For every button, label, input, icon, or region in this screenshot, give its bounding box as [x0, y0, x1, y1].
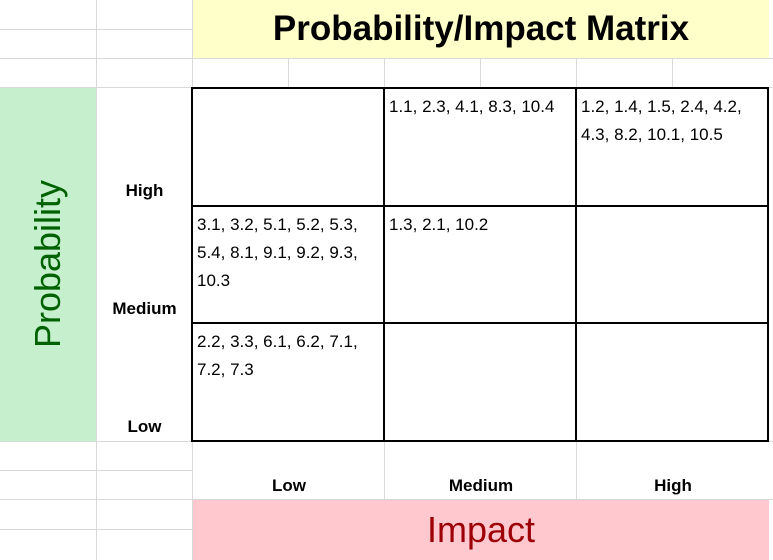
probability-axis-label: Probability	[27, 179, 68, 349]
col-label-medium: Medium	[448, 476, 514, 495]
cell-high-prob-medium-impact[interactable]: 1.1, 2.3, 4.1, 8.3, 10.4	[385, 89, 577, 207]
cell-high-prob-low-impact[interactable]	[193, 89, 385, 207]
probability-impact-matrix: 1.1, 2.3, 4.1, 8.3, 10.4 1.2, 1.4, 1.5, …	[191, 87, 769, 442]
matrix-title: Probability/Impact Matrix	[193, 0, 769, 58]
cell-low-prob-medium-impact[interactable]	[385, 324, 577, 442]
row-label-low: Low	[127, 417, 162, 436]
matrix-title-text: Probability/Impact Matrix	[272, 9, 690, 48]
col-label-low: Low	[272, 476, 306, 495]
impact-axis-label: Impact	[426, 509, 536, 550]
cell-low-prob-high-impact[interactable]	[577, 324, 769, 442]
row-label-medium: Medium	[112, 299, 177, 318]
probability-axis-band	[0, 88, 96, 441]
row-label-high: High	[125, 181, 164, 200]
cell-medium-prob-high-impact[interactable]	[577, 206, 769, 325]
col-label-high: High	[654, 476, 692, 495]
impact-axis-band: Impact	[193, 500, 769, 560]
cell-medium-prob-low-impact[interactable]: 3.1, 3.2, 5.1, 5.2, 5.3, 5.4, 8.1, 9.1, …	[193, 206, 385, 325]
cell-high-prob-high-impact[interactable]: 1.2, 1.4, 1.5, 2.4, 4.2, 4.3, 8.2, 10.1,…	[577, 89, 769, 207]
cell-medium-prob-medium-impact[interactable]: 1.3, 2.1, 10.2	[385, 206, 577, 325]
cell-low-prob-low-impact[interactable]: 2.2, 3.3, 6.1, 6.2, 7.1, 7.2, 7.3	[193, 324, 385, 442]
